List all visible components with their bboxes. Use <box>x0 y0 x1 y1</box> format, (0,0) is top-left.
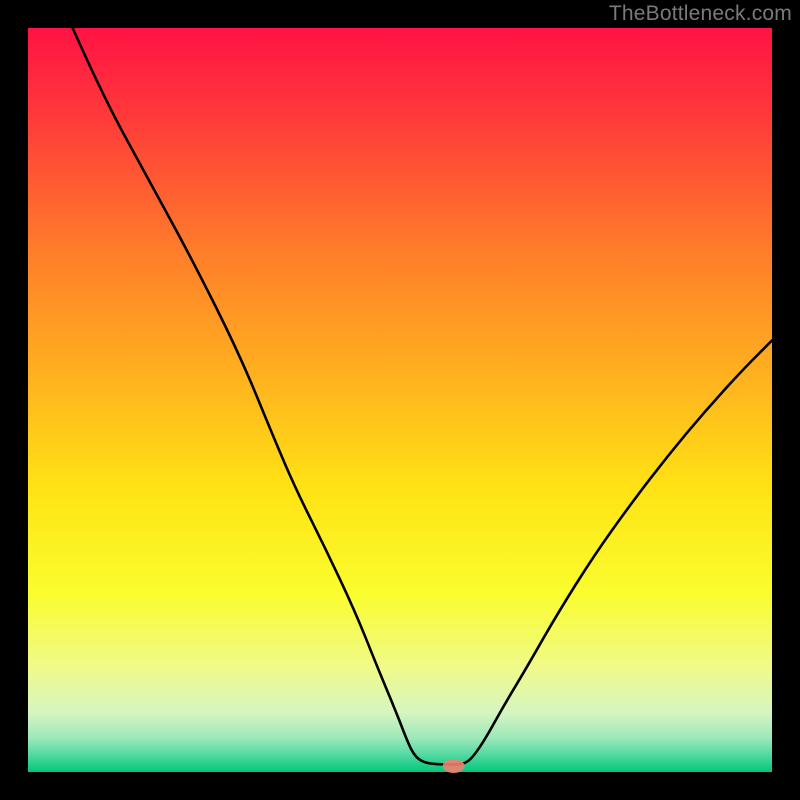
plot-background <box>28 28 772 772</box>
stage: TheBottleneck.com <box>0 0 800 800</box>
watermark-text: TheBottleneck.com <box>609 2 792 26</box>
optimum-marker <box>443 759 465 773</box>
bottleneck-chart <box>0 0 800 800</box>
